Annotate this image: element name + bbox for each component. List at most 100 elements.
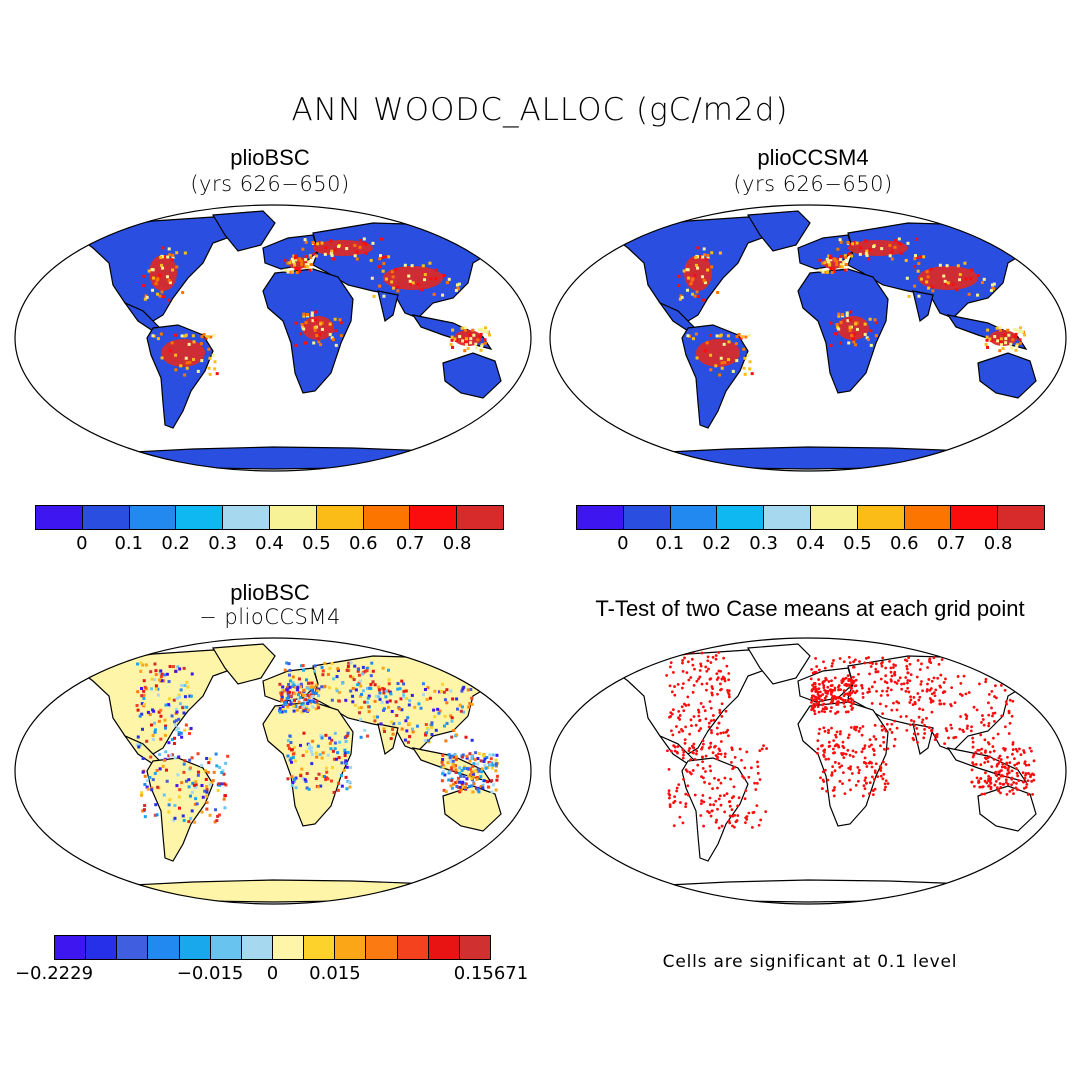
colorbar-plioBSC-tick-label: 0.2 <box>161 533 191 554</box>
colorbar-difference-swatch <box>335 936 367 959</box>
colorbar-plioBSC-swatch <box>82 506 130 529</box>
colorbar-difference-swatch <box>241 936 273 959</box>
continent-australia <box>977 352 1037 399</box>
colorbar-plioCCSM4-tick-label: 0.2 <box>702 533 732 554</box>
colorbar-plioCCSM4-swatch <box>717 506 765 529</box>
map-border <box>549 637 1067 905</box>
colorbar-difference-tick-label: 0 <box>266 963 279 984</box>
colorbar-plioCCSM4-swatch <box>764 506 811 529</box>
colorbar-difference-ticks: −0.2229 −0.015 0 0.015 0.15671 <box>15 963 528 987</box>
panel-bottom-left-title: plioBSC <box>230 580 310 605</box>
continent-australia <box>977 785 1037 832</box>
continent-africa <box>262 701 354 827</box>
colorbar-plioCCSM4-tick-label: 0.4 <box>796 533 825 554</box>
colorbar-plioBSC-swatch <box>410 506 458 529</box>
map-plioCCSM4 <box>549 204 1067 472</box>
high-value-region <box>696 339 740 367</box>
colorbar-plioBSC-tick-label: 0.4 <box>255 533 284 554</box>
colorbar-difference-swatch <box>304 936 336 959</box>
colorbar-plioBSC-swatch <box>316 506 364 529</box>
colorbar-plioCCSM4-ticks: 0 0.1 0.2 0.3 0.4 0.5 0.6 0.7 0.8 <box>576 533 1045 557</box>
map-border <box>14 204 532 472</box>
colorbar-plioCCSM4-tick-label: 0.3 <box>749 533 778 554</box>
colorbar-plioCCSM4-swatch <box>951 506 999 529</box>
colorbar-plioCCSM4-swatch <box>623 506 671 529</box>
colorbar-difference-swatch <box>366 936 398 959</box>
colorbar-plioBSC-swatch <box>269 506 317 529</box>
colorbar-plioBSC <box>35 505 504 530</box>
continent-greenland <box>211 643 276 685</box>
continent-greenland <box>746 643 811 685</box>
colorbar-plioBSC-swatch <box>129 506 177 529</box>
colorbar-difference-swatch <box>397 936 429 959</box>
colorbar-difference-tick-label: 0.15671 <box>453 963 529 984</box>
colorbar-difference <box>54 935 491 960</box>
high-value-region <box>383 266 443 290</box>
continent-greenland <box>211 210 276 252</box>
colorbar-difference-swatch <box>459 936 490 959</box>
colorbar-plioCCSM4-swatch <box>857 506 905 529</box>
figure-title: ANN WOODC_ALLOC (gC/m2d) <box>291 92 789 128</box>
colorbar-plioBSC-tick-label: 0.3 <box>208 533 237 554</box>
panel-top-right-subtitle: (yrs 626−650) <box>733 172 893 196</box>
colorbar-difference-tick-label: −0.2229 <box>14 963 94 984</box>
high-value-region <box>837 316 869 340</box>
colorbar-plioCCSM4-tick-label: 0.5 <box>843 533 872 554</box>
colorbar-difference-swatch <box>148 936 180 959</box>
colorbar-difference-swatch <box>210 936 242 959</box>
colorbar-plioBSC-swatch <box>36 506 83 529</box>
map-ttest <box>549 637 1067 905</box>
high-value-region <box>918 266 978 290</box>
continent-india <box>377 723 399 756</box>
high-value-region <box>302 316 334 340</box>
colorbar-plioBSC-swatch <box>176 506 224 529</box>
colorbar-plioBSC-ticks: 0 0.1 0.2 0.3 0.4 0.5 0.6 0.7 0.8 <box>35 533 504 557</box>
colorbar-plioBSC-tick-label: 0.5 <box>302 533 331 554</box>
continent-south-america <box>681 757 749 862</box>
continent-greenland <box>746 210 811 252</box>
colorbar-plioCCSM4-swatch <box>904 506 952 529</box>
panel-top-left-subtitle: (yrs 626−650) <box>190 172 350 196</box>
panel-bottom-right-title: T-Test of two Case means at each grid po… <box>595 596 1025 621</box>
continent-europe <box>797 667 854 703</box>
colorbar-plioCCSM4-swatch <box>810 506 858 529</box>
colorbar-difference-swatch <box>272 936 305 959</box>
colorbar-plioCCSM4-tick-label: 0.1 <box>655 533 685 554</box>
colorbar-plioCCSM4-tick-label: 0.6 <box>889 533 919 554</box>
map-plioBSC <box>14 204 532 472</box>
significance-note: Cells are significant at 0.1 level <box>662 952 958 972</box>
continent-north-america <box>606 649 784 755</box>
colorbar-difference-swatch <box>117 936 149 959</box>
colorbar-difference-swatch <box>428 936 460 959</box>
colorbar-plioCCSM4-tick-label: 0.8 <box>983 533 1013 554</box>
colorbar-plioBSC-tick-label: 0.6 <box>348 533 378 554</box>
colorbar-plioCCSM4-swatch <box>670 506 718 529</box>
colorbar-difference-swatch <box>55 936 87 959</box>
map-border <box>14 637 532 905</box>
colorbar-difference-swatch <box>179 936 211 959</box>
colorbar-plioBSC-swatch <box>363 506 411 529</box>
panel-bottom-left-subtitle: − plioCCSM4 <box>199 605 341 629</box>
colorbar-plioBSC-tick-label: 0.1 <box>114 533 144 554</box>
colorbar-plioCCSM4-swatch <box>998 506 1044 529</box>
colorbar-plioCCSM4-tick-label: 0.7 <box>936 533 966 554</box>
colorbar-difference-tick-label: −0.015 <box>176 963 244 984</box>
colorbar-difference-tick-label: 0.015 <box>309 963 361 984</box>
continent-india <box>377 290 399 323</box>
colorbar-plioBSC-swatch <box>457 506 503 529</box>
map-border <box>549 204 1067 472</box>
high-value-region <box>161 339 205 367</box>
colorbar-plioBSC-tick-label: 0 <box>76 533 88 554</box>
continent-australia <box>442 352 502 399</box>
panel-top-right-title: plioCCSM4 <box>757 145 869 170</box>
colorbar-difference-swatch <box>86 936 118 959</box>
map-difference <box>14 637 532 905</box>
colorbar-plioBSC-tick-label: 0.8 <box>442 533 472 554</box>
colorbar-plioBSC-tick-label: 0.7 <box>395 533 425 554</box>
colorbar-plioBSC-swatch <box>223 506 270 529</box>
panel-top-left-title: plioBSC <box>230 145 310 170</box>
colorbar-plioCCSM4-tick-label: 0 <box>617 533 629 554</box>
colorbar-plioCCSM4-swatch <box>577 506 624 529</box>
continent-india <box>912 290 934 323</box>
colorbar-plioCCSM4 <box>576 505 1045 530</box>
